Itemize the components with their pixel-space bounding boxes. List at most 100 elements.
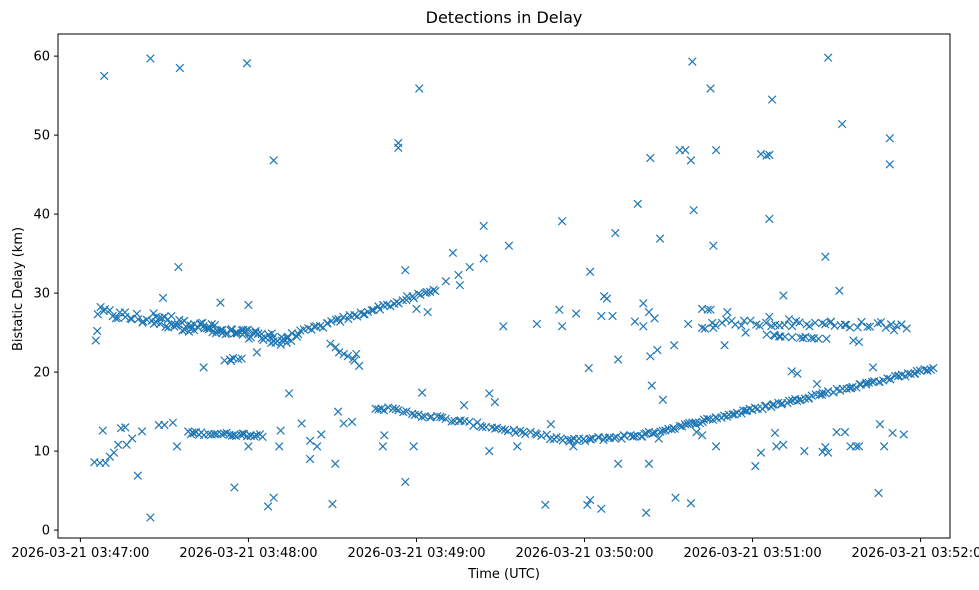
data-point [761, 318, 771, 328]
data-point [447, 417, 456, 426]
data-point [555, 305, 564, 314]
data-point [170, 319, 180, 329]
data-point [599, 435, 608, 445]
data-point [339, 419, 348, 428]
data-point [767, 95, 777, 104]
data-point [583, 500, 592, 510]
data-point [416, 290, 425, 300]
data-point [241, 326, 251, 335]
y-axis-label: Bistatic Delay (km) [11, 227, 26, 351]
data-point [795, 318, 804, 327]
data-point [739, 316, 749, 325]
data-point [242, 59, 252, 68]
data-point [126, 314, 135, 323]
x-tick-label: 2026-03-21 03:52:00 [852, 546, 979, 561]
data-point [121, 312, 130, 322]
data-point [641, 428, 651, 438]
data-point [292, 332, 302, 341]
data-point [565, 437, 574, 446]
data-point [284, 389, 294, 398]
data-point [93, 310, 102, 319]
data-point [98, 426, 108, 435]
data-point [585, 267, 595, 277]
x-tick-label: 2026-03-21 03:48:00 [179, 546, 317, 561]
data-point [853, 323, 862, 332]
data-point [417, 388, 427, 397]
data-point [765, 150, 774, 160]
data-point [840, 427, 850, 437]
data-point [109, 448, 119, 457]
data-point [737, 321, 746, 330]
data-point [339, 312, 348, 322]
data-point [787, 333, 797, 342]
data-point [711, 145, 721, 155]
data-point [331, 343, 340, 352]
data-point [276, 426, 285, 435]
data-point [526, 427, 535, 437]
data-point [326, 339, 335, 348]
data-point [756, 149, 766, 159]
data-point [99, 71, 109, 81]
data-point [688, 57, 697, 66]
data-point [875, 420, 885, 429]
data-point [230, 483, 239, 492]
data-point [903, 369, 913, 378]
data-point [586, 435, 596, 444]
data-points [90, 53, 938, 522]
data-point [168, 418, 178, 427]
data-point [671, 493, 680, 502]
data-point [513, 442, 522, 451]
data-point [639, 322, 648, 331]
data-point [113, 313, 123, 323]
data-point [401, 477, 410, 487]
data-point [149, 309, 158, 318]
data-point [656, 427, 665, 436]
data-point [269, 337, 278, 346]
data-point [613, 459, 623, 468]
data-point [902, 324, 911, 333]
y-tick-label: 40 [33, 208, 50, 223]
data-point [354, 361, 364, 371]
data-point [890, 371, 900, 381]
data-point [492, 423, 502, 432]
data-point [807, 333, 816, 343]
data-point [436, 412, 445, 422]
data-point [883, 374, 892, 383]
axes: 2026-03-21 03:47:00 2026-03-21 03:48:00 20… [11, 33, 979, 561]
data-point [647, 381, 656, 390]
data-point [655, 234, 665, 243]
data-point [236, 430, 245, 439]
y-tick-label: 20 [33, 366, 50, 381]
data-point [242, 432, 252, 441]
data-point [415, 84, 424, 93]
data-point [339, 349, 349, 359]
data-point [541, 500, 550, 510]
data-point [234, 354, 243, 364]
data-point [817, 318, 827, 328]
data-point [479, 221, 488, 231]
data-point [706, 84, 715, 93]
data-point [160, 420, 169, 430]
data-point [810, 318, 820, 328]
data-point [333, 407, 343, 416]
data-point [127, 434, 137, 443]
data-point [504, 241, 514, 250]
data-point [431, 286, 440, 296]
data-point [584, 363, 593, 373]
data-point [709, 241, 718, 250]
data-point [711, 442, 721, 451]
data-point [210, 429, 219, 439]
data-point [923, 366, 932, 375]
data-point [269, 156, 278, 165]
data-point [167, 311, 176, 321]
data-point [821, 252, 830, 261]
data-point [490, 397, 500, 407]
data-point [350, 310, 359, 320]
data-point [863, 322, 872, 332]
data-point [432, 412, 442, 421]
data-point [629, 431, 639, 441]
data-point [822, 334, 831, 343]
data-point [821, 442, 830, 452]
data-point [305, 436, 315, 446]
